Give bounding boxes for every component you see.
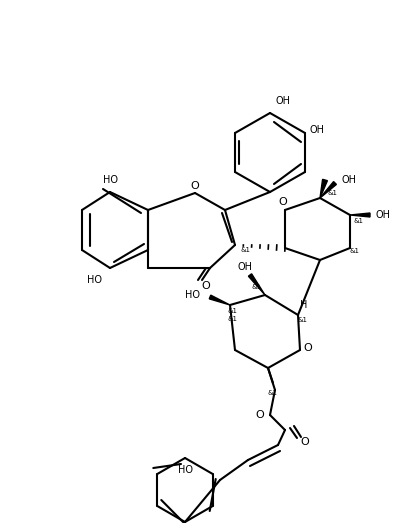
Text: OH: OH: [342, 175, 357, 185]
Text: O: O: [279, 197, 287, 207]
Text: O: O: [256, 410, 264, 420]
Text: O: O: [191, 181, 199, 191]
Text: &1: &1: [328, 190, 338, 196]
Polygon shape: [209, 295, 230, 305]
Text: OH: OH: [309, 125, 324, 135]
Text: OH: OH: [376, 210, 391, 220]
Text: O: O: [304, 343, 313, 353]
Polygon shape: [248, 274, 265, 295]
Text: HO: HO: [103, 175, 117, 185]
Text: &1: &1: [227, 308, 237, 314]
Text: HO: HO: [178, 465, 192, 475]
Text: &1: &1: [227, 316, 237, 322]
Text: O: O: [300, 437, 309, 447]
Text: OH: OH: [275, 96, 290, 106]
Polygon shape: [320, 179, 327, 198]
Text: H: H: [300, 300, 308, 310]
Text: HO: HO: [87, 275, 102, 285]
Text: &1: &1: [252, 284, 262, 290]
Text: &1: &1: [268, 390, 278, 396]
Polygon shape: [320, 181, 336, 198]
Text: &1: &1: [350, 248, 360, 254]
Polygon shape: [350, 213, 370, 217]
Text: &1: &1: [297, 317, 307, 323]
Text: O: O: [202, 281, 210, 291]
Text: OH: OH: [238, 262, 253, 272]
Text: &1: &1: [240, 247, 250, 253]
Text: HO: HO: [185, 290, 200, 300]
Text: &1: &1: [353, 218, 363, 224]
